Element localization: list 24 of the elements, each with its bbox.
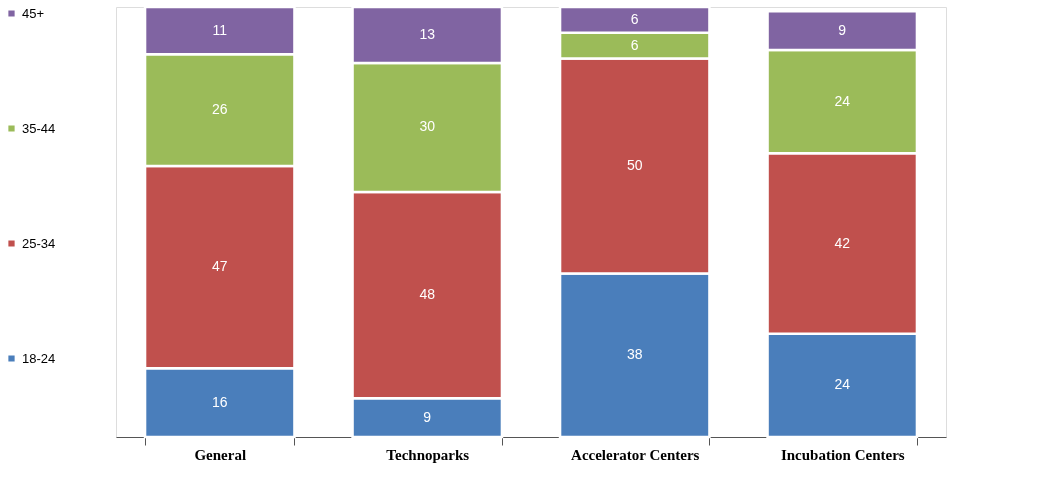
data-label: 38 bbox=[626, 346, 643, 363]
x-tick-label: Incubation Centers bbox=[780, 446, 905, 463]
data-label: 24 bbox=[834, 376, 851, 393]
legend-label: 18-24 bbox=[22, 350, 56, 366]
data-label: 6 bbox=[630, 10, 639, 27]
data-label: 26 bbox=[211, 101, 228, 118]
x-tick-label: General bbox=[194, 446, 247, 463]
legend-label: 25-34 bbox=[22, 235, 56, 251]
data-label: 42 bbox=[834, 234, 851, 251]
legend-label: 45+ bbox=[22, 5, 45, 21]
data-label: 30 bbox=[419, 118, 436, 135]
data-label: 16 bbox=[211, 393, 228, 410]
legend-label: 35-44 bbox=[22, 120, 56, 136]
data-label: 9 bbox=[838, 21, 847, 38]
data-label: 50 bbox=[626, 157, 643, 174]
x-tick-label: Accelerator Centers bbox=[571, 446, 700, 463]
data-label: 9 bbox=[423, 408, 432, 425]
data-label: 24 bbox=[834, 92, 851, 109]
data-label: 13 bbox=[419, 25, 436, 42]
x-tick-label: Technoparks bbox=[386, 446, 470, 463]
data-label: 6 bbox=[630, 36, 639, 53]
data-label: 47 bbox=[211, 258, 228, 275]
data-label: 48 bbox=[419, 286, 436, 303]
data-label: 11 bbox=[212, 21, 228, 38]
